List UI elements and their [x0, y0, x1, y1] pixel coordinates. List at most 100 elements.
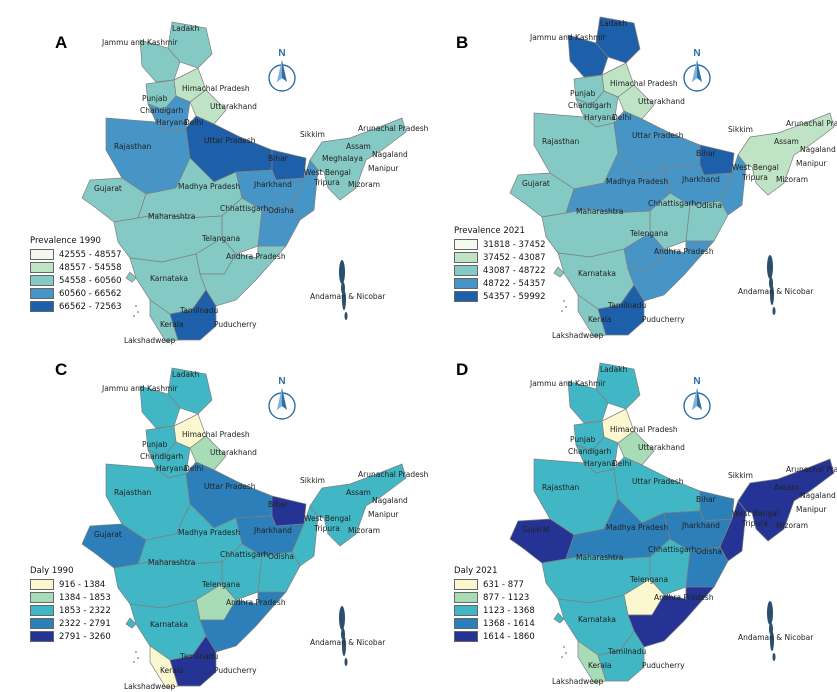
- state-kerala: [577, 294, 607, 338]
- label-telangana: Telengana: [202, 580, 241, 589]
- label-karnataka: Karnataka: [150, 620, 189, 629]
- label-bihar: Bihar: [696, 149, 716, 158]
- state-ne: [309, 463, 407, 547]
- map-panel-c: C N Ladakh Jammu and Kashmir Himachal Prades…: [0, 346, 428, 692]
- north-label: N: [693, 376, 701, 387]
- state-kerala: [149, 645, 179, 689]
- label-delhi: Delhi: [184, 464, 204, 473]
- state-uttarakhand: [189, 89, 227, 125]
- andaman-island: [772, 307, 776, 315]
- label-tamilnadu: Tamilnadu: [608, 301, 647, 310]
- legend-range: 60560 - 66562: [59, 288, 122, 299]
- label-andaman: Andaman & Nicobar: [310, 292, 386, 301]
- lakshadweep-island: [133, 315, 135, 317]
- label-mizoram: Mizoram: [776, 175, 809, 184]
- label-chandigarh: Chandigarh: [140, 452, 184, 461]
- label-lakshadweep: Lakshadweep: [124, 682, 176, 691]
- label-up: Uttar Pradesh: [204, 136, 256, 145]
- legend-title: Prevalence 2021: [454, 226, 525, 236]
- north-label: N: [278, 376, 286, 387]
- label-haryana: Haryana: [156, 464, 188, 473]
- label-telangana: Telengana: [630, 575, 669, 584]
- lakshadweep-island: [563, 646, 565, 648]
- label-mizoram: Mizoram: [348, 526, 381, 535]
- label-sikkim: Sikkim: [728, 471, 753, 480]
- legend-item: 60560 - 66562: [30, 287, 122, 300]
- north-arrow-icon: N: [265, 48, 299, 96]
- label-ap: Andhra Pradesh: [226, 252, 286, 261]
- state-kerala: [149, 299, 179, 343]
- label-sikkim: Sikkim: [728, 125, 753, 134]
- andaman-island: [339, 260, 345, 284]
- state-ne: [309, 117, 407, 201]
- label-gujarat: Gujarat: [94, 530, 122, 539]
- legend-item: 48557 - 54558: [30, 261, 122, 274]
- legend-range: 1853 - 2322: [59, 605, 111, 616]
- label-delhi: Delhi: [612, 459, 632, 468]
- legend-swatch: [454, 618, 478, 629]
- label-assam: Assam: [346, 142, 371, 151]
- label-manipur: Manipur: [796, 505, 827, 514]
- label-telangana: Telangana: [202, 234, 241, 243]
- legend-item: 631 - 877: [454, 578, 535, 591]
- state-uttarakhand: [617, 430, 655, 466]
- map-panel-b: B N Ladakh Jammu and Kashmir Himachal Prades…: [418, 0, 837, 346]
- india-map: [509, 16, 835, 338]
- legend-range: 1614 - 1860: [483, 631, 535, 642]
- label-puducherry: Puducherry: [642, 315, 685, 324]
- label-tamilnadu: Tamilnadu: [608, 647, 647, 656]
- legend-range: 37452 - 43087: [483, 252, 546, 263]
- label-assam: Assam: [774, 483, 799, 492]
- lakshadweep-island: [135, 651, 137, 653]
- legend: Daly 1990 916 - 1384 1384 - 1853 1853 - 232…: [30, 566, 111, 643]
- legend-range: 48722 - 54357: [483, 278, 546, 289]
- label-hp: Himachal Pradesh: [610, 425, 678, 434]
- label-jk: Jammu and Kashmir: [530, 33, 606, 42]
- legend-range: 48557 - 54558: [59, 262, 122, 273]
- label-ap: Andhra Pradesh: [226, 598, 286, 607]
- label-ladakh: Ladakh: [172, 24, 200, 33]
- legend-title: Daly 2021: [454, 566, 498, 576]
- legend-range: 54558 - 60560: [59, 275, 122, 286]
- label-maharashtra: Maharashtra: [148, 558, 196, 567]
- label-chandigarh: Chandigarh: [140, 106, 184, 115]
- legend-range: 2322 - 2791: [59, 618, 111, 629]
- label-ladakh: Ladakh: [600, 365, 628, 374]
- andaman-island: [339, 606, 345, 630]
- label-karnataka: Karnataka: [578, 615, 617, 624]
- state-tamilnadu: [169, 289, 217, 341]
- label-arunachal: Arunachal Pradesh: [786, 119, 837, 128]
- andaman-island: [344, 658, 348, 666]
- label-punjab: Punjab: [570, 435, 596, 444]
- label-andaman: Andaman & Nicobar: [738, 633, 814, 642]
- label-tamilnadu: Tamilnadu: [180, 306, 219, 315]
- label-puducherry: Puducherry: [642, 661, 685, 670]
- legend-item: 1384 - 1853: [30, 591, 111, 604]
- label-haryana: Haryana: [584, 113, 616, 122]
- label-kerala: Kerala: [588, 315, 612, 324]
- label-gujarat: Gujarat: [94, 184, 122, 193]
- label-uttarakhand: Uttarakhand: [210, 448, 257, 457]
- label-odisha: Odisha: [268, 552, 295, 561]
- legend-item: 54357 - 59992: [454, 290, 546, 303]
- lakshadweep-island: [137, 657, 139, 659]
- legend-item: 1368 - 1614: [454, 617, 535, 630]
- north-arrow-icon: N: [265, 376, 299, 424]
- label-maharashtra: Maharashtra: [576, 553, 624, 562]
- label-up: Uttar Pradesh: [632, 131, 684, 140]
- label-bihar: Bihar: [696, 495, 716, 504]
- legend-swatch: [454, 252, 478, 263]
- label-lakshadweep: Lakshadweep: [124, 336, 176, 345]
- legend-range: 1368 - 1614: [483, 618, 535, 629]
- legend-swatch: [30, 592, 54, 603]
- state-tamilnadu: [597, 284, 645, 336]
- label-mp: Madhya Pradesh: [606, 523, 669, 532]
- label-manipur: Manipur: [368, 164, 399, 173]
- label-uttarakhand: Uttarakhand: [210, 102, 257, 111]
- label-karnataka: Karnataka: [578, 269, 617, 278]
- legend-item: 43087 - 48722: [454, 264, 546, 277]
- label-arunachal: Arunachal Pradesh: [786, 465, 837, 474]
- panel-letter: A: [55, 33, 68, 52]
- label-rajasthan: Rajasthan: [114, 488, 152, 497]
- label-ap: Andhra Pradesh: [654, 593, 714, 602]
